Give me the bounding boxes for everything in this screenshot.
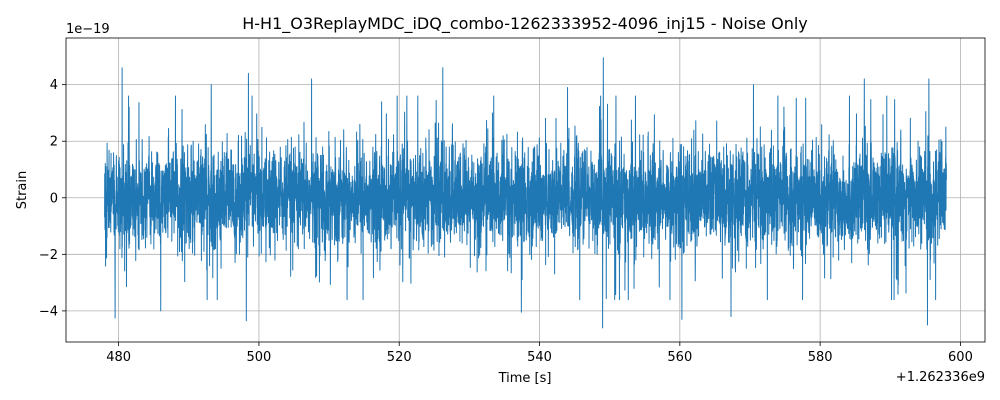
x-tick-label: 600: [948, 350, 973, 365]
y-axis-label: Strain: [15, 171, 30, 210]
x-tick-label: 480: [106, 350, 131, 365]
strain-series: [104, 57, 947, 329]
x-tick-label: 560: [667, 350, 692, 365]
chart-title: H-H1_O3ReplayMDC_iDQ_combo-1262333952-40…: [242, 14, 808, 34]
y-tick-label: −2: [39, 248, 58, 263]
strain-line: [104, 57, 947, 329]
y-tick-label: 4: [50, 78, 58, 93]
axes-frame: [65, 37, 986, 343]
y-scale-label: 1e−19: [66, 22, 110, 37]
y-tick-label: 0: [50, 191, 58, 206]
y-tick-label: 2: [50, 135, 58, 150]
axis-ticks: 480 500 520 540 560 580 600 −4 −2 0 2 4: [39, 78, 973, 365]
x-axis-label: Time [s]: [498, 371, 552, 386]
x-offset-label: +1.262336e9: [896, 370, 985, 385]
x-tick-label: 520: [387, 350, 412, 365]
x-tick-label: 580: [808, 350, 833, 365]
y-tick-label: −4: [39, 304, 58, 319]
x-tick-label: 500: [247, 350, 272, 365]
x-tick-label: 540: [527, 350, 552, 365]
